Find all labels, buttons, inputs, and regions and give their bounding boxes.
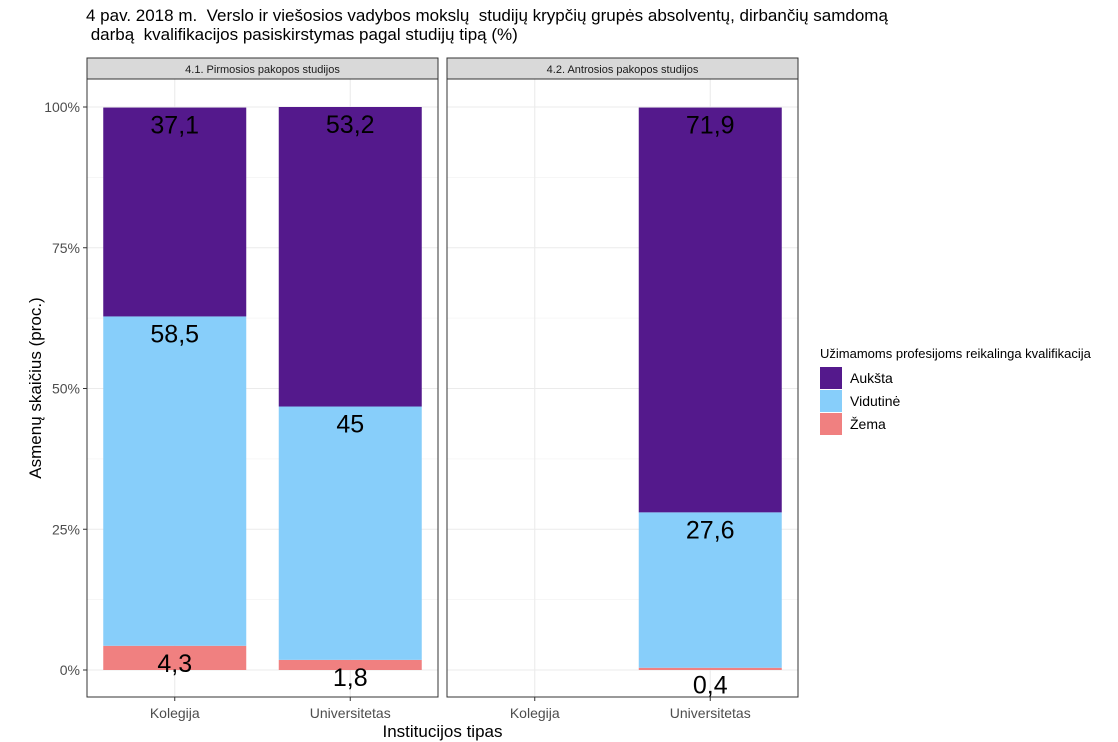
legend-key xyxy=(820,413,842,435)
bar-segment xyxy=(103,107,247,317)
chart-title-line2: darbą kvalifikacijos pasiskirstymas paga… xyxy=(86,25,518,44)
y-axis-title: Asmenų skaičius (proc.) xyxy=(26,297,45,478)
bar-segment xyxy=(638,107,782,513)
data-label: 4,3 xyxy=(157,650,192,678)
legend-key xyxy=(820,390,842,412)
data-label: 58,5 xyxy=(150,320,199,348)
legend-label: Žema xyxy=(850,416,886,432)
chart-title-line1: 4 pav. 2018 m. Verslo ir viešosios vadyb… xyxy=(86,6,888,25)
legend-label: Vidutinė xyxy=(850,393,901,409)
x-tick-label: Universitetas xyxy=(670,705,751,721)
legend-label: Aukšta xyxy=(850,370,893,386)
y-tick-label: 100% xyxy=(44,99,80,115)
x-tick-label: Kolegija xyxy=(510,705,560,721)
bar-segment xyxy=(103,316,247,646)
bar-segment xyxy=(638,512,782,668)
y-tick-label: 25% xyxy=(52,521,80,537)
bar-segment xyxy=(103,645,247,670)
panel-title: 4.2. Antrosios pakopos studijos xyxy=(547,64,699,76)
y-tick-label: 0% xyxy=(60,662,80,678)
data-label: 27,6 xyxy=(686,516,735,544)
bar-segment xyxy=(638,667,782,670)
data-label: 45 xyxy=(336,411,364,439)
panel-border xyxy=(446,78,799,698)
bar-segment xyxy=(278,659,422,670)
x-axis-title: Institucijos tipas xyxy=(383,722,503,741)
x-tick-label: Kolegija xyxy=(150,705,200,721)
bar-segment xyxy=(278,107,422,407)
data-label: 0,4 xyxy=(693,672,728,700)
y-tick-label: 50% xyxy=(52,381,80,397)
chart-title: 4 pav. 2018 m. Verslo ir viešosios vadyb… xyxy=(86,6,888,44)
bar-segment xyxy=(278,406,422,660)
x-tick-label: Universitetas xyxy=(310,705,391,721)
data-label: 53,2 xyxy=(326,111,375,139)
data-label: 1,8 xyxy=(333,664,368,692)
y-tick-label: 75% xyxy=(52,240,80,256)
data-label: 71,9 xyxy=(686,112,735,140)
panel-title: 4.1. Pirmosios pakopos studijos xyxy=(185,64,340,76)
legend-key xyxy=(820,367,842,389)
legend-title: Užimamoms profesijoms reikalinga kvalifi… xyxy=(820,346,1092,361)
data-label: 37,1 xyxy=(150,112,199,140)
